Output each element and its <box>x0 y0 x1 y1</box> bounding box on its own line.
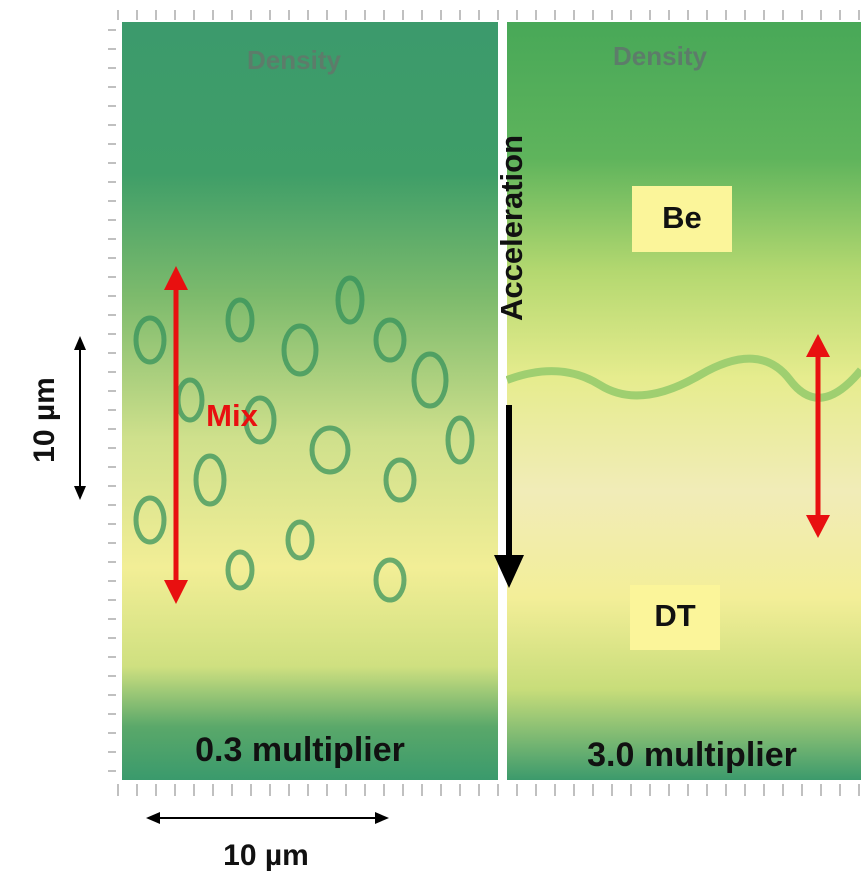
acceleration-label: Acceleration <box>494 135 529 321</box>
panel-caption: 0.3 multiplier <box>195 731 405 769</box>
scale-label: 10 µm <box>223 839 309 872</box>
right-panel <box>507 22 861 780</box>
page: {"panels": [ {"title": "Density", "capti… <box>0 0 861 876</box>
be-label: Be <box>662 200 702 235</box>
dt-label: DT <box>654 598 695 633</box>
arrow-head <box>375 812 389 824</box>
figure: Density Density Mix Acceleration Be DT 0… <box>0 0 861 876</box>
arrow-head <box>74 486 86 500</box>
panel-title: Density <box>613 41 707 71</box>
scale-label: 10 µm <box>28 377 61 463</box>
panel-caption: 3.0 multiplier <box>587 736 797 774</box>
mix-label: Mix <box>206 398 258 433</box>
panel-title: Density <box>247 45 341 75</box>
arrow-head <box>146 812 160 824</box>
arrow-head <box>74 336 86 350</box>
